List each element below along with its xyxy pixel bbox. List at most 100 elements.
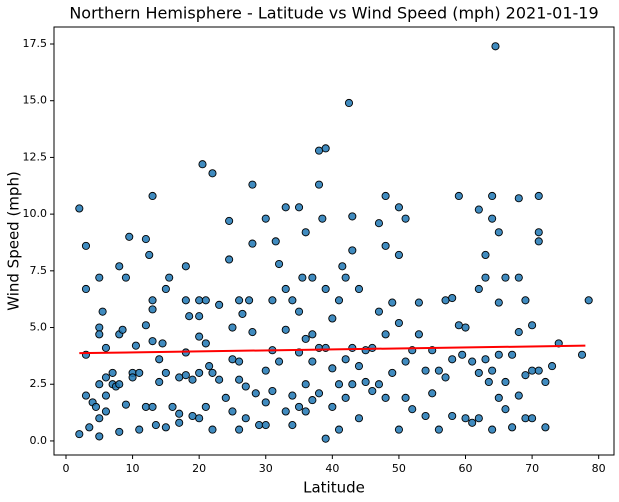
point <box>141 321 150 330</box>
point <box>528 366 537 375</box>
plot-frame <box>53 26 615 456</box>
point <box>481 355 490 364</box>
point <box>434 425 443 434</box>
point <box>474 205 483 214</box>
point <box>374 380 383 389</box>
point <box>468 418 477 427</box>
point <box>101 343 110 352</box>
point <box>388 368 397 377</box>
point <box>484 377 493 387</box>
point <box>195 368 204 377</box>
point <box>215 300 224 309</box>
point <box>534 191 543 201</box>
point <box>294 203 304 212</box>
point <box>408 405 417 414</box>
point <box>281 325 290 334</box>
point <box>95 432 104 441</box>
point <box>334 425 344 434</box>
point <box>248 180 257 189</box>
point <box>115 380 124 389</box>
point <box>175 418 184 427</box>
point <box>428 389 437 398</box>
point <box>481 273 490 282</box>
point <box>248 328 257 337</box>
point <box>394 425 403 434</box>
x-tick-label: 80 <box>592 462 606 475</box>
point <box>334 380 344 389</box>
point <box>341 393 350 402</box>
point <box>514 194 523 203</box>
point <box>381 393 390 402</box>
point <box>75 204 84 213</box>
point <box>494 228 503 237</box>
point <box>175 409 184 418</box>
point <box>288 391 297 400</box>
point <box>181 296 190 305</box>
point <box>198 160 207 169</box>
point <box>208 169 217 178</box>
x-tick-label: 20 <box>192 462 206 475</box>
point <box>275 357 284 366</box>
y-tick-label: 2.5 <box>30 377 48 390</box>
point <box>348 380 357 389</box>
x-tick-label: 30 <box>259 462 273 475</box>
point <box>328 402 337 411</box>
point <box>225 216 234 225</box>
y-tick-label: 17.5 <box>23 37 48 50</box>
point <box>401 214 410 223</box>
point <box>161 284 170 294</box>
point <box>321 284 330 294</box>
point <box>401 357 410 366</box>
point <box>261 421 270 430</box>
point <box>235 425 244 434</box>
point <box>394 250 403 259</box>
point <box>441 373 450 382</box>
point <box>508 350 517 359</box>
point <box>501 405 510 414</box>
regression-line <box>79 344 586 355</box>
point <box>488 366 497 375</box>
point <box>91 402 101 411</box>
point <box>434 366 443 375</box>
point <box>534 228 543 237</box>
point <box>151 421 160 430</box>
point <box>388 298 397 307</box>
point <box>314 180 324 189</box>
point <box>534 237 543 246</box>
chart-title: Northern Hemisphere - Latitude vs Wind S… <box>69 4 598 23</box>
point <box>181 262 190 271</box>
point <box>281 407 290 416</box>
y-axis-label: Wind Speed (mph) <box>5 171 23 311</box>
point <box>275 259 284 269</box>
point <box>165 273 174 282</box>
y-tick-label: 12.5 <box>23 150 48 163</box>
point <box>394 203 403 212</box>
point <box>85 423 94 432</box>
point <box>421 366 430 375</box>
point <box>131 341 140 350</box>
x-tick-label: 70 <box>525 462 539 475</box>
point <box>454 191 463 201</box>
point <box>251 389 260 398</box>
point <box>454 321 463 330</box>
point <box>128 373 137 382</box>
point <box>321 144 330 153</box>
point <box>148 402 157 411</box>
point <box>414 330 423 339</box>
point <box>215 375 224 384</box>
y-tick-label: 10.0 <box>23 207 48 220</box>
point <box>394 318 403 328</box>
point <box>308 357 317 366</box>
point <box>81 284 91 294</box>
point <box>95 273 104 282</box>
point <box>414 298 423 307</box>
point <box>474 368 483 377</box>
x-tick-label: 40 <box>325 462 339 475</box>
point <box>241 414 250 423</box>
point <box>261 398 270 407</box>
x-tick-label: 0 <box>62 462 69 475</box>
point <box>301 407 310 416</box>
point <box>474 414 483 423</box>
point <box>121 273 130 282</box>
point <box>374 307 383 316</box>
